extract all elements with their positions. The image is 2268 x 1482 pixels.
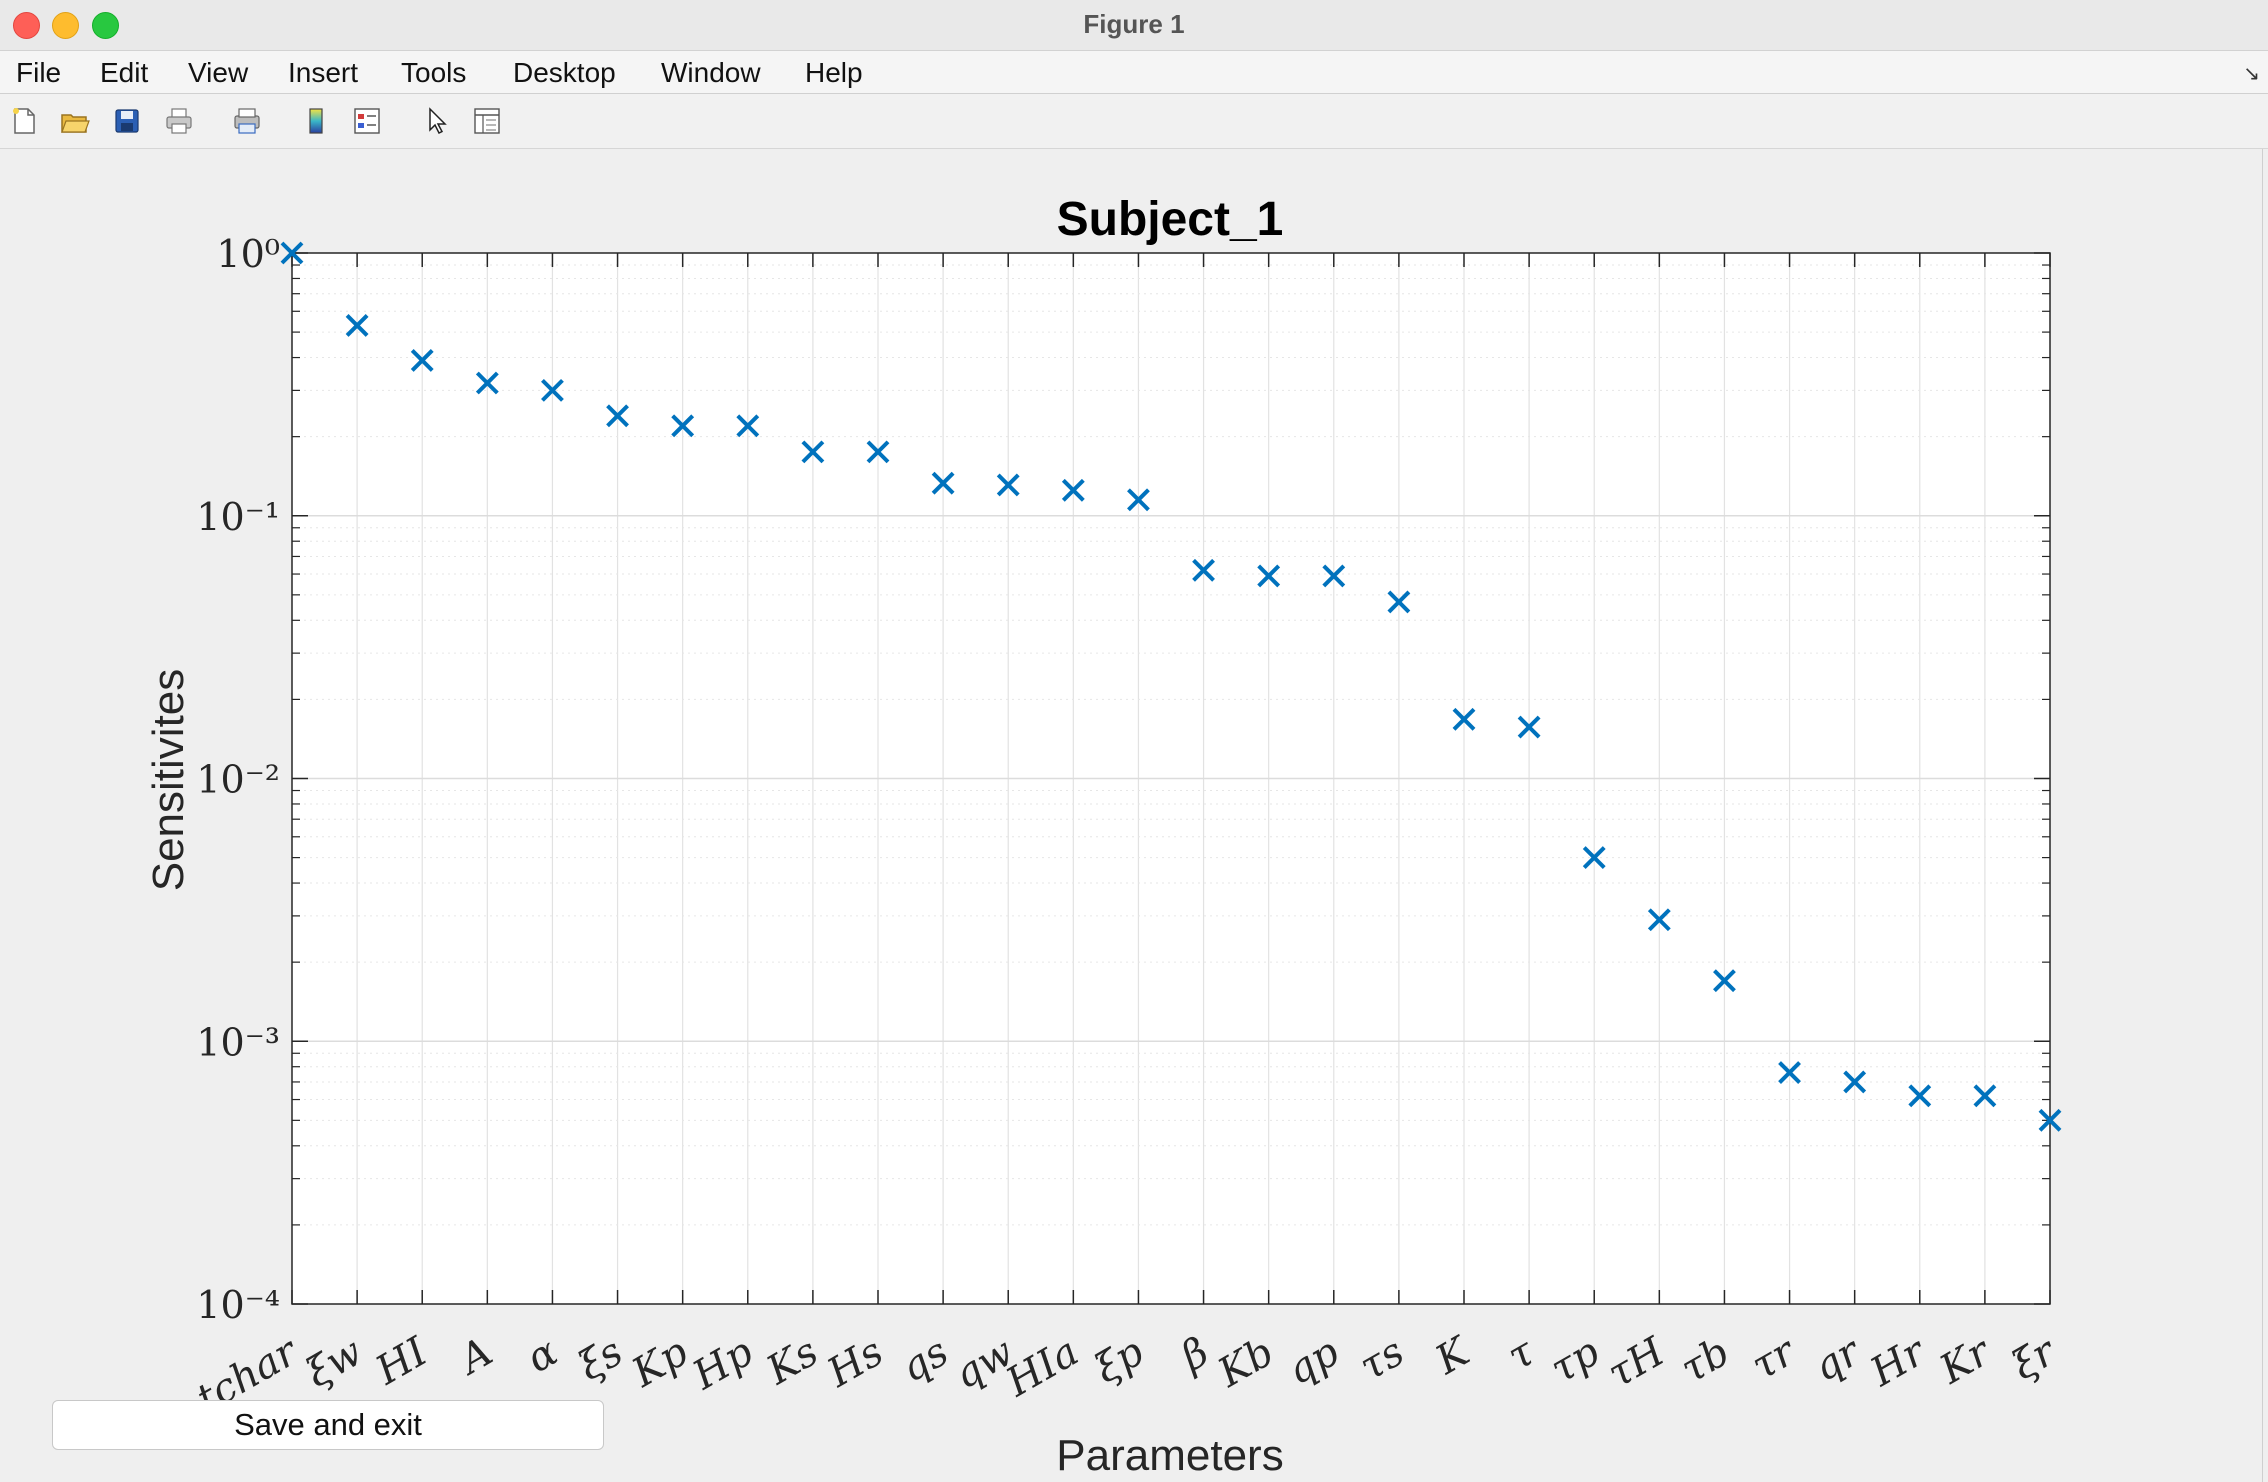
data-point-marker [866, 440, 890, 464]
x-tick-label: τs [1352, 1329, 1412, 1390]
data-point-marker [1908, 1084, 1932, 1108]
y-axis-label: Sensitivites [144, 669, 193, 892]
data-point-marker [1452, 707, 1476, 731]
maximize-window-button[interactable] [92, 12, 119, 39]
data-point-marker [931, 471, 955, 495]
minimize-window-button[interactable] [52, 12, 79, 39]
x-tick-label: qp [1279, 1329, 1346, 1394]
data-point-marker [1257, 564, 1281, 588]
menu-help[interactable]: Help [805, 57, 863, 88]
x-tick-label: HI [367, 1328, 436, 1394]
data-point-marker [541, 378, 564, 402]
x-tick-label: τr [1744, 1327, 1805, 1389]
x-tick-label: ξs [571, 1329, 631, 1390]
x-tick-label: Ks [758, 1329, 826, 1395]
y-tick-label: 10⁻⁴ [196, 1283, 280, 1327]
menu-edit[interactable]: Edit [100, 57, 149, 88]
menu-desktop[interactable]: Desktop [513, 57, 616, 88]
data-point-marker [1843, 1070, 1867, 1094]
save-icon[interactable] [112, 106, 142, 136]
data-point-marker [1973, 1084, 1997, 1108]
x-tick-label: qr [1806, 1327, 1870, 1391]
x-tick-label: β [1172, 1329, 1217, 1381]
grid-lines [292, 253, 2050, 1304]
y-tick-labels: 10⁰ 10⁻¹ 10⁻² 10⁻³ 10⁻⁴ [196, 232, 280, 1327]
data-point-marker [671, 414, 695, 438]
x-tick-label: ξw [298, 1329, 370, 1397]
print-icon[interactable] [164, 106, 194, 136]
y-tick-label: 10⁻² [196, 758, 280, 802]
colorbar-icon[interactable] [301, 106, 331, 136]
toolbar [0, 94, 2268, 149]
close-window-button[interactable] [13, 12, 40, 39]
x-tick-label: ξp [1087, 1329, 1151, 1393]
open-file-icon[interactable] [60, 106, 90, 136]
data-point-marker [280, 241, 304, 265]
x-tick-label: α [519, 1329, 565, 1382]
data-point-marker [345, 314, 369, 337]
legend-icon[interactable] [352, 106, 382, 136]
title-bar: Figure 1 [0, 0, 2268, 51]
data-point-marker [1517, 715, 1541, 739]
new-figure-icon[interactable] [9, 106, 39, 136]
menu-tools[interactable]: Tools [401, 57, 467, 88]
x-tick-label: Kp [624, 1329, 696, 1397]
dock-arrow-icon[interactable]: ↘ [2243, 63, 2260, 85]
x-tick-label: ξr [2004, 1327, 2065, 1389]
print-preview-icon[interactable] [232, 106, 262, 136]
data-point-marker [1778, 1061, 1801, 1084]
x-tick-label: τp [1543, 1329, 1607, 1393]
data-point-marker [1713, 969, 1736, 993]
x-tick-label: τb [1673, 1329, 1737, 1393]
data-point-marker [1387, 590, 1411, 614]
x-tick-label: Hr [1862, 1327, 1935, 1396]
window-title: Figure 1 [1083, 9, 1185, 39]
x-axis-label: Parameters [1056, 1431, 1283, 1480]
x-tick-label: Hp [685, 1329, 761, 1400]
data-point-marker [801, 440, 825, 464]
data-point-marker [736, 414, 760, 438]
y-tick-label: 10⁻¹ [196, 495, 280, 539]
property-inspector-icon[interactable] [472, 106, 502, 136]
data-point-marker [410, 349, 434, 372]
x-tick-label: A [449, 1329, 500, 1385]
save-and-exit-button[interactable]: Save and exit [52, 1400, 604, 1450]
data-point-marker [1061, 478, 1085, 502]
data-point-marker [2038, 1108, 2062, 1132]
menu-window[interactable]: Window [661, 57, 761, 88]
axis-ticks [291, 252, 2051, 1305]
data-point-marker [1322, 564, 1346, 588]
data-point-marker [1127, 488, 1150, 512]
data-point-marker [475, 371, 499, 395]
chart-title: Subject_1 [1057, 193, 1284, 246]
menu-view[interactable]: View [188, 57, 249, 88]
data-point-marker [1192, 558, 1215, 582]
data-point-marker [606, 404, 629, 428]
data-point-marker [1647, 908, 1671, 932]
x-tick-label: Kr [1932, 1327, 2001, 1393]
y-tick-label: 10⁰ [216, 232, 280, 276]
x-tick-label: K [1427, 1328, 1479, 1384]
pointer-icon[interactable] [422, 106, 452, 136]
data-markers [280, 241, 2062, 1132]
data-point-marker [996, 473, 1020, 497]
x-tick-label: Kb [1210, 1329, 1282, 1397]
x-tick-label: Hs [819, 1329, 891, 1397]
y-tick-label: 10⁻³ [196, 1020, 280, 1064]
data-point-marker [1582, 846, 1606, 870]
x-tick-label: HIa [998, 1329, 1086, 1407]
x-tick-label: τ [1500, 1328, 1543, 1379]
menu-insert[interactable]: Insert [288, 57, 359, 88]
menu-file[interactable]: File [16, 57, 62, 88]
menu-bar: File Edit View Insert Tools Desktop Wind… [0, 51, 2268, 94]
x-tick-label: τH [1600, 1328, 1673, 1397]
